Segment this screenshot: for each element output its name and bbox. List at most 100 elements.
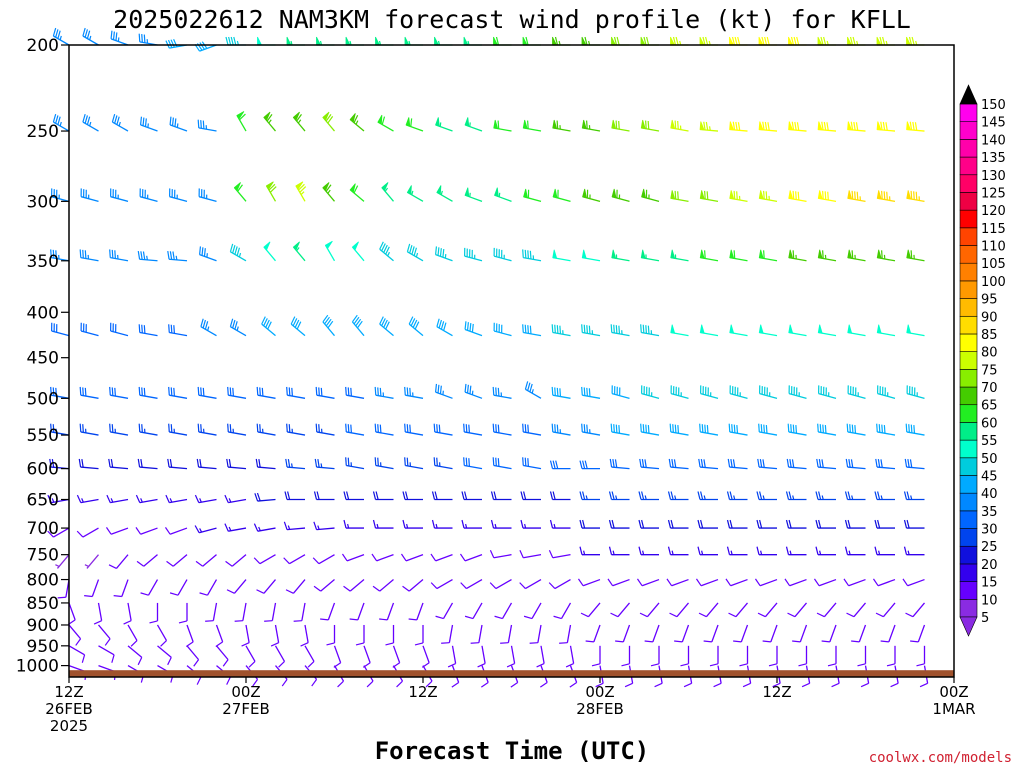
wind-barb: [758, 36, 777, 46]
wind-barb: [821, 624, 837, 643]
wind-barb: [493, 119, 512, 132]
wind-barb: [700, 385, 719, 399]
wind-barb: [906, 385, 925, 399]
wind-barb: [375, 36, 394, 46]
wind-barb: [611, 119, 630, 132]
wind-barb: [57, 579, 70, 599]
wind-barb: [345, 423, 365, 436]
wind-barb: [84, 554, 99, 569]
wind-barb: [640, 249, 660, 262]
wind-barb: [644, 624, 660, 643]
wind-barb: [78, 458, 99, 470]
wind-barb: [460, 578, 483, 590]
y-tick-label: 950: [27, 637, 59, 657]
colorbar-label: 60: [981, 416, 998, 431]
wind-barb: [447, 645, 457, 668]
wind-barb: [916, 645, 926, 667]
wind-barb: [816, 602, 837, 618]
wind-barb: [845, 458, 866, 470]
wind-barb: [227, 423, 247, 436]
wind-barb: [843, 578, 866, 587]
wind-barb: [522, 423, 542, 436]
wind-barb: [757, 458, 778, 470]
wind-barb: [611, 249, 630, 262]
wind-barb: [167, 458, 188, 470]
wind-barb: [362, 645, 371, 668]
wind-barb: [245, 645, 256, 668]
wind-barb: [549, 460, 571, 470]
wind-barb: [234, 602, 247, 622]
wind-barb: [404, 386, 424, 399]
wind-barb: [565, 645, 575, 668]
wind-barb: [758, 190, 778, 202]
wind-barb: [261, 316, 276, 337]
x-tick-label: 26FEB: [45, 700, 92, 718]
wind-barb: [549, 491, 571, 501]
wind-barb: [758, 423, 778, 436]
wind-barb: [470, 624, 483, 644]
wind-barb: [464, 383, 483, 399]
colorbar-label: 20: [981, 558, 998, 573]
wind-barb: [149, 602, 159, 624]
wind-barb: [519, 578, 542, 590]
wind-barb: [286, 423, 306, 436]
wind-barb: [756, 546, 777, 556]
colorbar-label: 130: [981, 169, 1006, 184]
wind-barb: [436, 185, 453, 202]
wind-barb: [326, 624, 336, 646]
wind-barb: [699, 324, 719, 337]
y-tick-label: 500: [27, 389, 59, 409]
wind-barb: [553, 602, 572, 620]
wind-barb: [430, 578, 453, 590]
wind-barb: [52, 27, 70, 46]
wind-barb: [464, 602, 483, 620]
colorbar-swatch: [959, 227, 978, 246]
wind-barb: [762, 624, 778, 643]
wind-barb: [168, 423, 188, 436]
wind-barb: [138, 386, 158, 399]
wind-barb: [668, 458, 689, 470]
wind-barb: [847, 324, 866, 337]
wind-barb: [615, 624, 631, 643]
wind-barb: [47, 527, 70, 538]
wind-barb: [374, 423, 394, 436]
y-tick-label: 300: [27, 192, 59, 212]
wind-barb: [524, 381, 542, 399]
colorbar-min-arrow: [959, 616, 978, 637]
colorbar-swatch: [959, 581, 978, 600]
wind-barb: [431, 519, 453, 529]
colorbar-label: 55: [981, 434, 998, 449]
colorbar-swatch: [959, 599, 978, 618]
wind-barb: [402, 491, 423, 501]
wind-barb: [434, 383, 453, 399]
wind-barb: [414, 624, 424, 646]
x-tick-label: 27FEB: [222, 700, 269, 718]
wind-barb: [290, 316, 306, 337]
wind-barb: [787, 423, 807, 436]
wind-barb: [127, 624, 138, 647]
wind-barb: [729, 385, 748, 399]
wind-barb: [611, 385, 630, 399]
wind-barb: [847, 385, 866, 399]
wind-barb: [579, 546, 600, 556]
wind-barb: [253, 523, 276, 532]
wind-barb: [579, 519, 600, 529]
wind-barb: [127, 645, 143, 666]
wind-barb: [876, 249, 896, 262]
wind-barb: [817, 423, 837, 436]
wind-barb: [441, 624, 454, 644]
wind-barb: [374, 457, 394, 470]
wind-barb: [286, 36, 305, 46]
wind-barb: [876, 36, 895, 46]
wind-barb: [815, 491, 836, 501]
plot-frame: [68, 44, 955, 678]
wind-barb: [274, 645, 286, 668]
wind-barb: [847, 121, 866, 132]
wind-barb: [759, 385, 778, 399]
x-tick-label: 00Z: [231, 683, 260, 701]
wind-barb: [726, 491, 748, 501]
wind-barb: [136, 554, 158, 567]
wind-barb: [579, 460, 600, 470]
colorbar-swatch: [959, 156, 978, 176]
